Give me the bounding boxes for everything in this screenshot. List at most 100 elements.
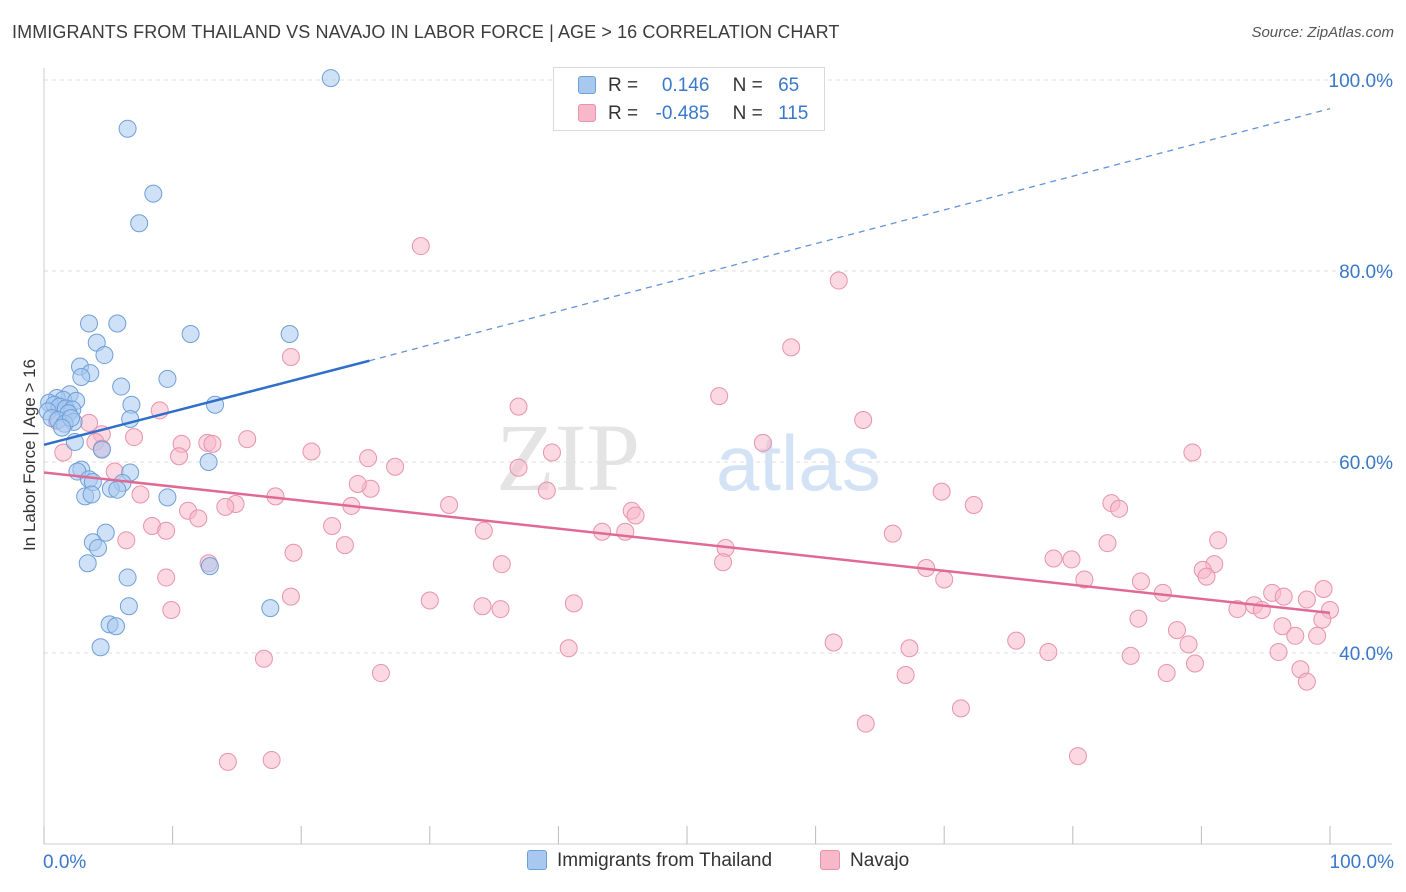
navajo-point xyxy=(1286,626,1305,645)
navajo-point xyxy=(1157,664,1176,683)
y-tick-label-40: 40.0% xyxy=(1339,644,1393,665)
thailand-point xyxy=(181,325,200,344)
navajo-point xyxy=(1185,654,1204,673)
thailand-point xyxy=(108,480,127,499)
thailand-point xyxy=(199,453,218,471)
legend: Immigrants from Thailand Navajo xyxy=(0,850,1406,880)
thailand-point xyxy=(108,314,127,333)
thailand-point xyxy=(321,69,340,88)
thailand-point xyxy=(107,617,126,636)
navajo-point xyxy=(131,485,150,504)
x-tick-label-max: 100.0% xyxy=(1329,852,1394,873)
watermark: ZIP atlas xyxy=(496,404,881,511)
stats-row-navajo: R = -0.485 N = 115 xyxy=(578,101,808,127)
navajo-point xyxy=(117,531,136,550)
navajo-point xyxy=(302,442,321,461)
y-tick-label-60: 60.0% xyxy=(1339,453,1393,474)
navajo-point xyxy=(782,338,801,357)
navajo-point xyxy=(1273,617,1292,636)
navajo-point xyxy=(1129,609,1148,628)
navajo-trend-line xyxy=(43,471,1331,615)
navajo-point xyxy=(157,568,176,587)
navajo-points xyxy=(47,237,1339,771)
n-value: 65 xyxy=(778,75,800,96)
thailand-point xyxy=(95,346,114,365)
thailand-point xyxy=(72,368,91,387)
navajo-point xyxy=(1110,499,1129,518)
thailand-point xyxy=(82,485,101,504)
navajo-point xyxy=(473,597,492,616)
legend-item-navajo[interactable]: Navajo xyxy=(820,850,909,872)
navajo-point xyxy=(854,410,873,429)
thailand-swatch xyxy=(578,76,596,94)
navajo-point xyxy=(509,397,528,416)
navajo-point xyxy=(1075,570,1094,589)
navajo-point xyxy=(1062,550,1081,569)
y-tick-labels: 40.0% 60.0% 80.0% 100.0% xyxy=(1329,71,1394,665)
navajo-point xyxy=(1179,635,1198,654)
n-label: N = xyxy=(732,103,763,124)
navajo-point xyxy=(564,594,583,613)
navajo-point xyxy=(203,434,222,453)
navajo-point xyxy=(262,750,281,769)
y-tick-label-100: 100.0% xyxy=(1329,71,1394,92)
legend-swatch-navajo xyxy=(820,850,840,870)
navajo-point xyxy=(1308,626,1327,645)
thailand-point xyxy=(200,557,219,576)
navajo-point xyxy=(1314,580,1333,599)
n-label: N = xyxy=(732,75,763,96)
thailand-point xyxy=(78,554,97,573)
navajo-swatch xyxy=(578,104,596,122)
navajo-point xyxy=(281,587,300,606)
r-label: R = xyxy=(608,103,639,124)
navajo-point xyxy=(824,633,843,652)
navajo-point xyxy=(1269,643,1288,662)
n-value: 115 xyxy=(778,103,809,124)
thailand-point xyxy=(118,568,137,587)
thailand-point xyxy=(130,214,149,233)
navajo-point xyxy=(54,443,73,462)
thailand-point xyxy=(119,597,138,616)
thailand-point xyxy=(112,377,131,396)
navajo-point xyxy=(1068,747,1087,766)
thailand-point xyxy=(158,369,177,388)
navajo-point xyxy=(157,521,176,540)
navajo-point xyxy=(254,649,273,668)
stats-row-thailand: R = 0.146 N = 65 xyxy=(578,73,799,99)
navajo-point xyxy=(559,639,578,658)
legend-item-thailand[interactable]: Immigrants from Thailand xyxy=(527,850,772,872)
navajo-point xyxy=(218,752,237,771)
y-tick-label-80: 80.0% xyxy=(1339,262,1393,283)
navajo-point xyxy=(951,699,970,718)
navajo-point xyxy=(829,271,848,290)
navajo-point xyxy=(284,543,303,562)
navajo-point xyxy=(216,497,235,516)
navajo-point xyxy=(710,387,729,406)
navajo-point xyxy=(1007,631,1026,650)
x-tick-label-min: 0.0% xyxy=(43,852,87,873)
r-label: R = xyxy=(608,75,639,96)
thailand-trend-line xyxy=(43,359,370,447)
navajo-point xyxy=(1297,672,1316,691)
thailand-point xyxy=(144,184,163,203)
navajo-point xyxy=(323,516,342,535)
navajo-point xyxy=(1183,443,1202,462)
chart-title: IMMIGRANTS FROM THAILAND VS NAVAJO IN LA… xyxy=(12,22,840,42)
axes xyxy=(43,68,1392,845)
navajo-point xyxy=(509,458,528,477)
navajo-point xyxy=(964,495,983,514)
thailand-point xyxy=(280,325,299,344)
watermark-atlas: atlas xyxy=(716,419,881,507)
thailand-points xyxy=(38,69,340,657)
navajo-point xyxy=(1297,590,1316,609)
navajo-point xyxy=(1121,646,1140,665)
thailand-point xyxy=(89,538,108,557)
navajo-point xyxy=(170,447,189,466)
navajo-point xyxy=(1131,572,1150,591)
thailand-trend-extension xyxy=(369,108,1331,362)
thailand-point xyxy=(96,523,115,542)
thailand-point xyxy=(80,314,99,333)
navajo-point xyxy=(900,639,919,658)
navajo-point xyxy=(626,506,645,525)
